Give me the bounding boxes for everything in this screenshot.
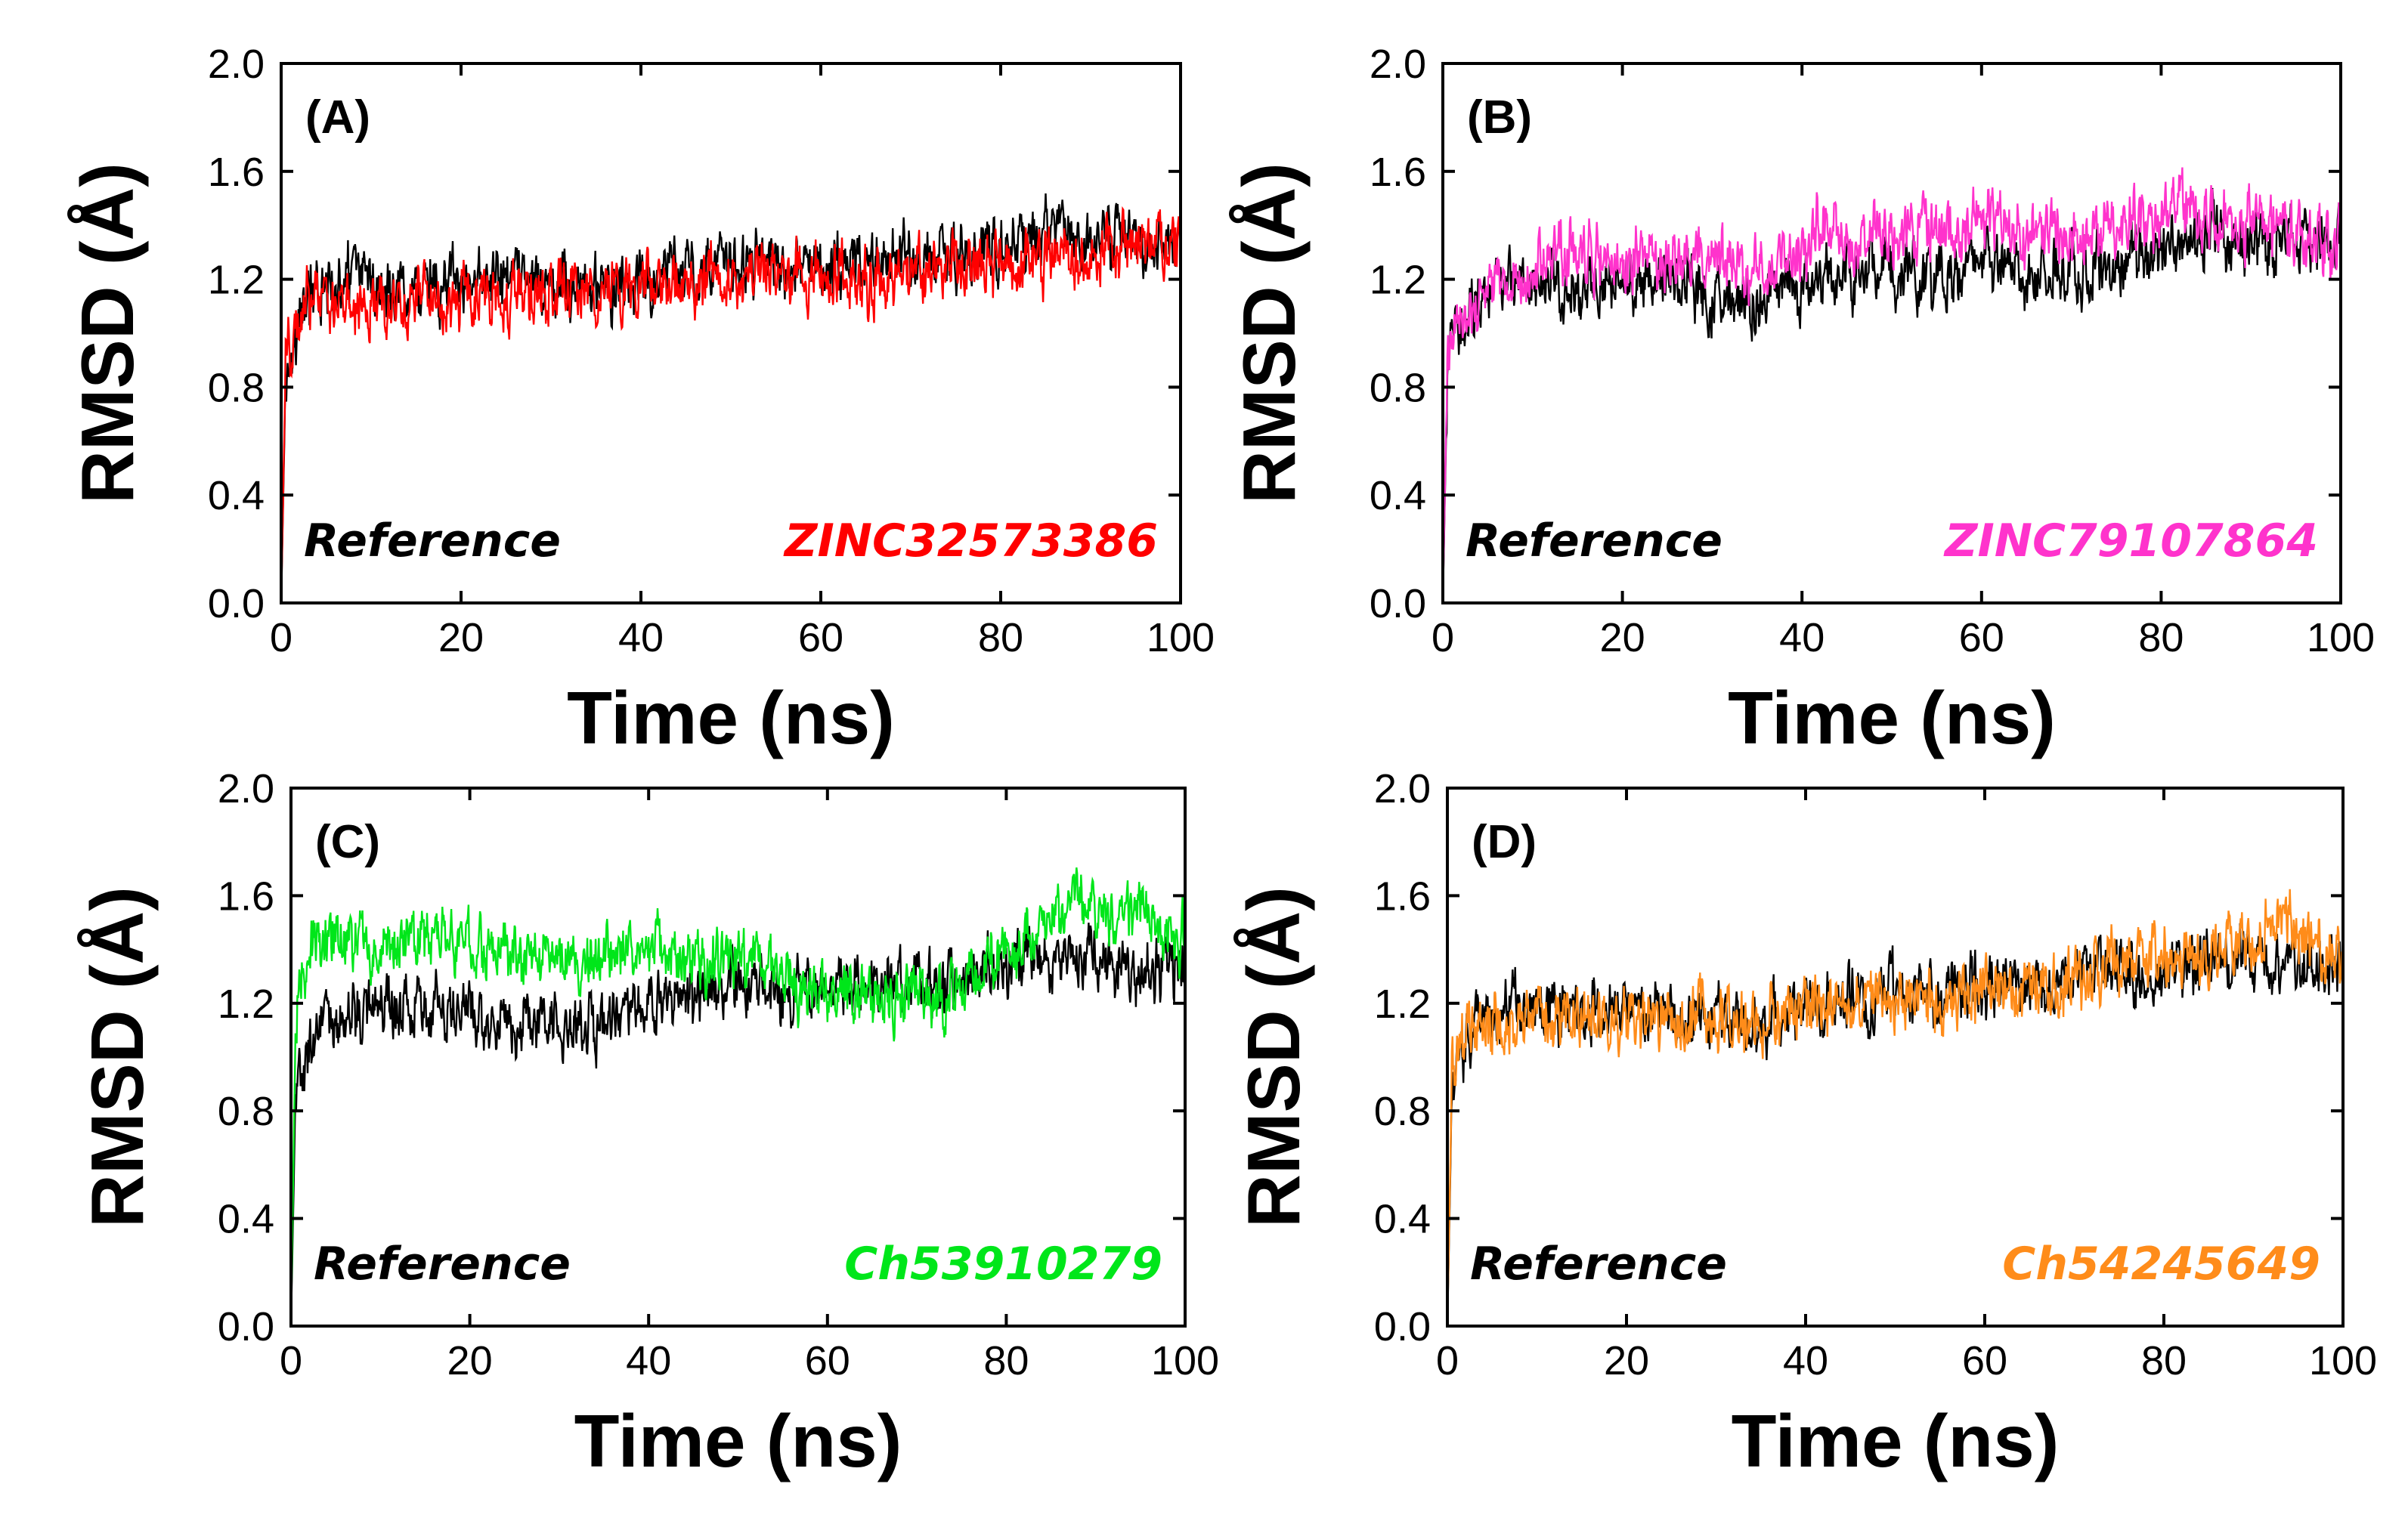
y-tick-label: 0.4 xyxy=(208,473,265,518)
panel-label: (C) xyxy=(315,816,380,868)
x-tick-label: 40 xyxy=(1779,615,1825,660)
x-axis-title: Time (ns) xyxy=(1728,676,2056,759)
plot-frame xyxy=(1441,62,2342,604)
y-tick-label: 0.0 xyxy=(1370,581,1426,626)
x-tick-label: 20 xyxy=(1604,1338,1649,1383)
y-tick-label: 2.0 xyxy=(1370,42,1426,87)
y-tick-label: 0.4 xyxy=(1370,473,1426,518)
legend-reference-label: Reference xyxy=(1470,1238,1727,1291)
legend-compound-label: ZINC32573386 xyxy=(783,515,1158,567)
x-tick-label: 60 xyxy=(798,615,843,660)
y-tick-label: 1.2 xyxy=(1374,982,1431,1027)
series-line-ch53910279 xyxy=(291,867,1185,1326)
x-tick-label: 100 xyxy=(1151,1338,1219,1383)
y-tick-label: 2.0 xyxy=(208,42,265,87)
legend-reference-label: Reference xyxy=(1466,515,1722,567)
x-tick-label: 20 xyxy=(1600,615,1645,660)
y-tick-label: 0.0 xyxy=(1374,1304,1431,1349)
x-tick-label: 40 xyxy=(1783,1338,1828,1383)
x-tick-label: 40 xyxy=(626,1338,671,1383)
panel-label: (A) xyxy=(305,91,370,144)
y-tick-label: 1.6 xyxy=(218,873,274,919)
y-axis-title: RMSD (Å) xyxy=(76,886,159,1228)
series-line-zinc32573386 xyxy=(281,206,1181,603)
y-tick-label: 0.8 xyxy=(1374,1089,1431,1134)
panel-label: (B) xyxy=(1467,91,1532,144)
plot-frame xyxy=(280,62,1182,604)
y-tick-label: 1.2 xyxy=(218,982,274,1027)
legend-reference-label: Reference xyxy=(314,1238,571,1291)
legend-compound-label: ZINC79107864 xyxy=(1943,515,2318,567)
x-tick-label: 100 xyxy=(2309,1338,2377,1383)
y-tick-label: 1.6 xyxy=(1374,873,1431,919)
y-tick-label: 0.8 xyxy=(1370,365,1426,410)
panel-b: 0 20 40 60 80 100 0.0 0.4 0.8 1.2 1.6 2.0 Time (ns) R… xyxy=(1227,42,2375,759)
y-axis-title: RMSD (Å) xyxy=(66,162,149,504)
y-axis-title: RMSD (Å) xyxy=(1227,162,1311,504)
y-tick-label: 1.6 xyxy=(1370,150,1426,195)
x-tick-label: 100 xyxy=(1147,615,1215,660)
x-tick-label: 80 xyxy=(2141,1338,2187,1383)
series-line-ch54245649 xyxy=(1447,889,2343,1326)
x-tick-label: 20 xyxy=(438,615,484,660)
x-tick-label: 0 xyxy=(270,615,292,660)
plot-frame xyxy=(1446,787,2345,1328)
x-tick-label: 40 xyxy=(618,615,664,660)
legend-compound-label: Ch54245649 xyxy=(2002,1238,2320,1291)
legend-reference-label: Reference xyxy=(304,515,561,567)
panel-a: 0 20 40 60 80 100 0.0 0.4 0.8 1.2 1.6 2.0 Time (ns) R… xyxy=(66,42,1215,759)
y-tick-label: 2.0 xyxy=(1374,766,1431,812)
x-axis-title: Time (ns) xyxy=(1732,1399,2060,1482)
plot-frame xyxy=(289,787,1187,1328)
x-tick-label: 80 xyxy=(978,615,1023,660)
series-line-reference xyxy=(281,193,1181,603)
y-tick-label: 0.0 xyxy=(218,1304,274,1349)
x-axis-title: Time (ns) xyxy=(574,1399,902,1482)
y-tick-label: 0.4 xyxy=(1374,1197,1431,1242)
x-tick-label: 100 xyxy=(2307,615,2375,660)
y-tick-label: 0.8 xyxy=(218,1089,274,1134)
panel-d: 0 20 40 60 80 100 0.0 0.4 0.8 1.2 1.6 2.0 Time (ns) R… xyxy=(1232,766,2377,1482)
panel-label: (D) xyxy=(1472,816,1537,868)
y-tick-label: 0.0 xyxy=(208,581,265,626)
x-tick-label: 60 xyxy=(1962,1338,2007,1383)
y-tick-label: 1.2 xyxy=(1370,258,1426,303)
y-tick-label: 2.0 xyxy=(218,766,274,812)
x-tick-label: 80 xyxy=(983,1338,1029,1383)
x-tick-label: 0 xyxy=(1436,1338,1459,1383)
x-tick-label: 60 xyxy=(805,1338,850,1383)
series-line-zinc79107864 xyxy=(1443,167,2341,603)
y-axis-title: RMSD (Å) xyxy=(1232,886,1315,1228)
x-tick-label: 20 xyxy=(447,1338,493,1383)
x-tick-label: 0 xyxy=(280,1338,302,1383)
legend-compound-label: Ch53910279 xyxy=(844,1238,1162,1291)
y-tick-label: 0.8 xyxy=(208,365,265,410)
x-tick-label: 60 xyxy=(1959,615,2004,660)
x-tick-label: 80 xyxy=(2138,615,2184,660)
x-axis-title: Time (ns) xyxy=(567,676,895,759)
y-tick-label: 1.6 xyxy=(208,150,265,195)
y-tick-label: 1.2 xyxy=(208,258,265,303)
y-tick-label: 0.4 xyxy=(218,1197,274,1242)
x-tick-label: 0 xyxy=(1431,615,1454,660)
panel-c: 0 20 40 60 80 100 0.0 0.4 0.8 1.2 1.6 2.0 Time (ns) R… xyxy=(76,766,1219,1482)
